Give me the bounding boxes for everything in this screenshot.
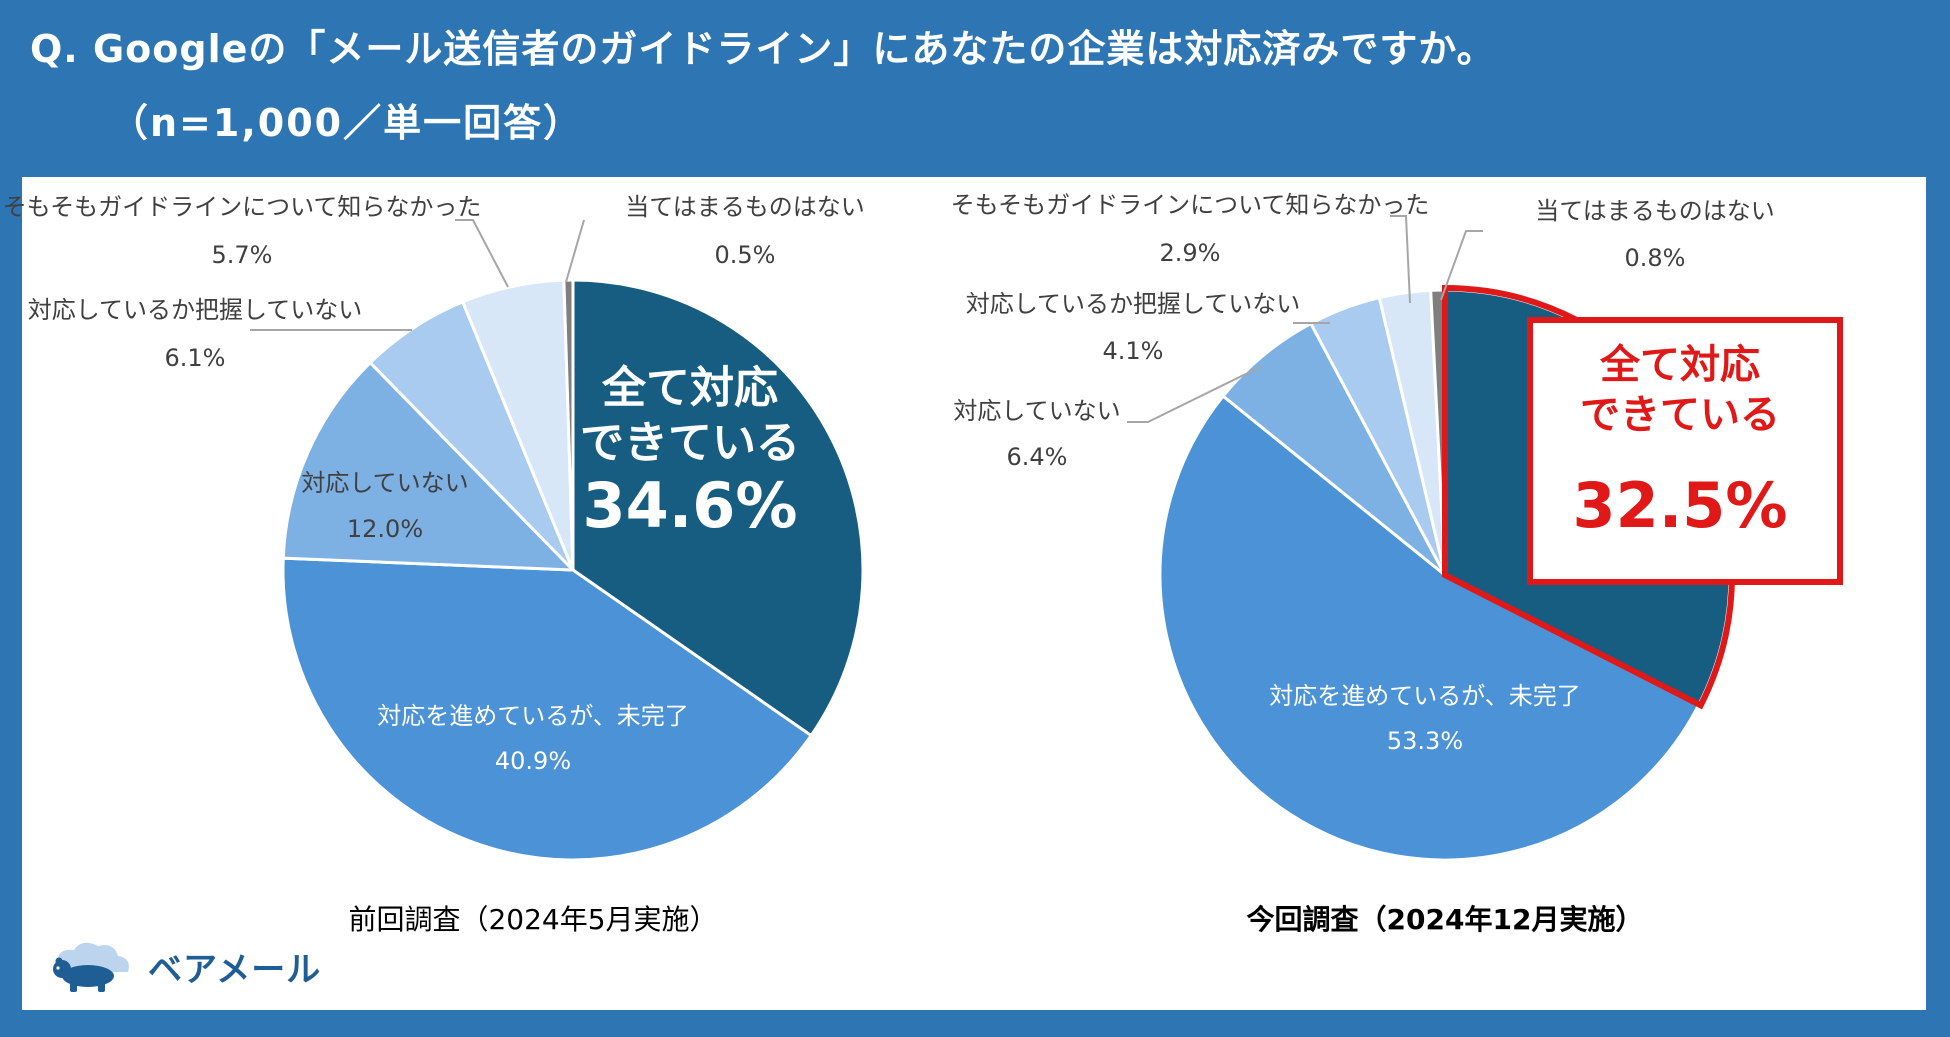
- slice-value: 0.8%: [1625, 244, 1686, 272]
- slice-value: 6.4%: [1007, 443, 1068, 471]
- brand-logo: ベアメール: [40, 938, 321, 994]
- slice-value: 40.9%: [495, 747, 571, 775]
- slice-label: 対応を進めているが、未完了: [1269, 682, 1581, 710]
- slice-value: 5.7%: [212, 241, 273, 269]
- slice-label: 対応しているか把握していない: [28, 296, 363, 324]
- pie-slice: [281, 556, 814, 862]
- brand-name: ベアメール: [148, 949, 322, 990]
- leader-line: [1440, 230, 1483, 301]
- slice-label: 対応しているか把握していない: [966, 290, 1301, 318]
- leader-line: [565, 219, 585, 283]
- slice-value: 34.6%: [582, 469, 797, 542]
- chart-caption: 前回調査（2024年5月実施）: [348, 903, 717, 936]
- slice-label: 全て対応: [1599, 342, 1760, 388]
- pie-slice: [571, 278, 865, 738]
- leader-line: [1390, 215, 1411, 304]
- highlight-callout-box: [1527, 317, 1843, 585]
- slice-label: そもそもガイドラインについて知らなかった: [3, 193, 482, 221]
- bear-cloud-icon: [53, 942, 129, 992]
- slice-value: 32.5%: [1572, 469, 1787, 542]
- leader-line: [455, 219, 509, 288]
- sample-size-note: （n=1,000／単一回答）: [110, 101, 584, 145]
- slice-label: 全て対応: [601, 363, 778, 414]
- slice-label: 対応を進めているが、未完了: [377, 702, 689, 730]
- chart-caption: 今回調査（2024年12月実施）: [1247, 903, 1644, 936]
- slice-value: 53.3%: [1387, 727, 1463, 755]
- pie-slice: [1221, 321, 1447, 577]
- pie-slice: [281, 360, 577, 572]
- question-title: Q. Googleの「メール送信者のガイドライン」にあなたの企業は対応済みですか…: [30, 27, 1496, 71]
- slice-value: 12.0%: [347, 515, 423, 543]
- slice-label: 当てはまるものはない: [625, 193, 865, 221]
- slice-label: そもそもガイドラインについて知らなかった: [951, 191, 1430, 219]
- slice-value: 2.9%: [1160, 239, 1221, 267]
- leader-line: [1127, 365, 1263, 423]
- slice-label: できている: [1580, 392, 1780, 438]
- slice-value: 0.5%: [715, 241, 776, 269]
- slice-label: 当てはまるものはない: [1535, 197, 1775, 225]
- slice-value: 6.1%: [165, 344, 226, 372]
- slice-label: 対応していない: [953, 397, 1120, 425]
- slice-label: 対応していない: [301, 469, 468, 497]
- slice-label: できている: [580, 418, 800, 469]
- pie-slice: [1158, 393, 1701, 862]
- pie-slice: [562, 278, 575, 571]
- slice-value: 4.1%: [1103, 337, 1164, 365]
